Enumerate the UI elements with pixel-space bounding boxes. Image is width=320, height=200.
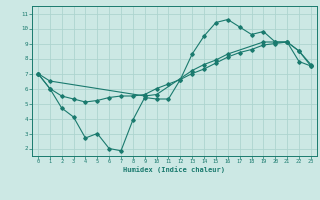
X-axis label: Humidex (Indice chaleur): Humidex (Indice chaleur) bbox=[124, 166, 225, 173]
